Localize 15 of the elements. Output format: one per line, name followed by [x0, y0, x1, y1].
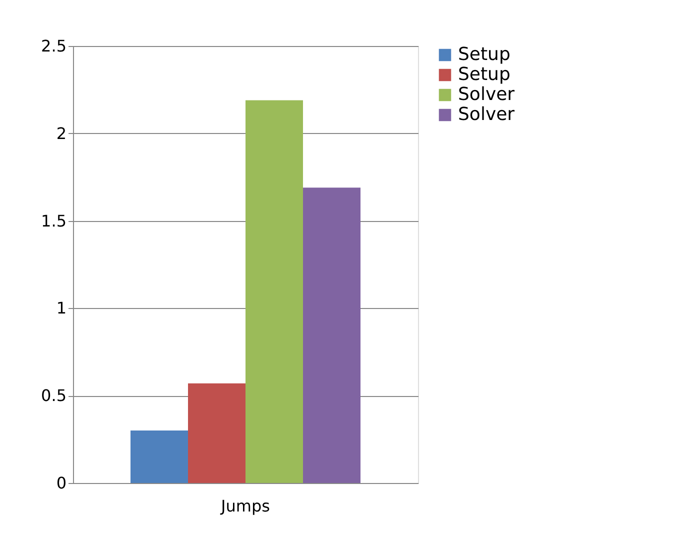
legend-label: Setup — [458, 64, 510, 85]
bar — [246, 100, 303, 483]
legend-label: Solver — [458, 84, 516, 105]
y-tick-label: 1.5 — [41, 211, 66, 230]
bar — [188, 383, 246, 483]
y-tick-label: 0 — [56, 474, 66, 492]
y-tick-label: 0.5 — [41, 386, 66, 406]
legend-label: Solver — [458, 104, 516, 125]
bar — [130, 430, 188, 483]
y-tick-label: 2 — [56, 124, 66, 143]
legend-label: Setup — [458, 44, 510, 65]
y-tick-label: 2.5 — [41, 36, 66, 56]
y-tick-label: 1 — [56, 298, 66, 318]
bar — [303, 188, 360, 483]
x-tick-label: Jumps — [220, 496, 270, 516]
